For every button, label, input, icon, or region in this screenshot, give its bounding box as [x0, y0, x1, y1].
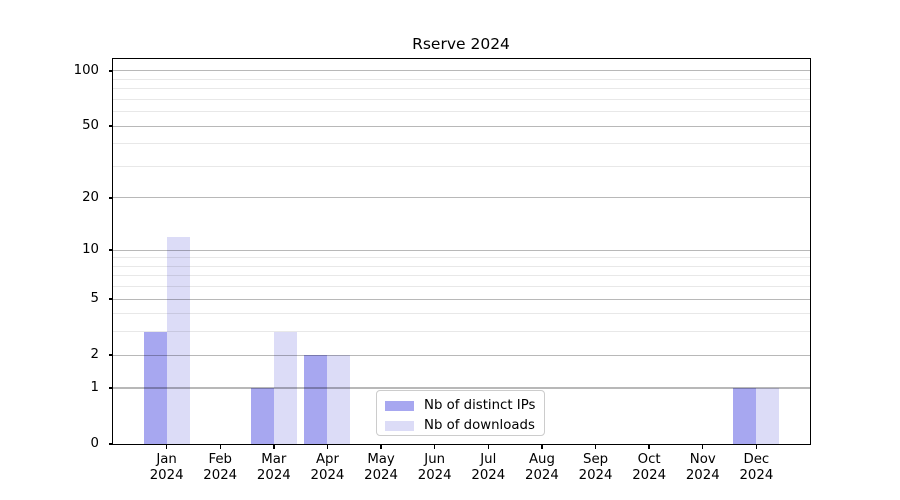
gridline-minor-90	[113, 78, 810, 80]
gridline-minor-6	[113, 286, 810, 288]
legend-item-downloads: Nb of downloads	[377, 416, 544, 436]
bar-nb-of-downloads-mar	[273, 331, 297, 444]
x-axis-label-nov: Nov 2024	[685, 452, 720, 483]
gridline-minor-40	[113, 143, 810, 145]
x-axis-tick-nov	[702, 444, 704, 449]
x-axis-label-jun: Jun 2024	[417, 452, 452, 483]
gridline-major-10	[113, 249, 810, 251]
legend-label-downloads: Nb of downloads	[424, 418, 535, 433]
x-axis-label-feb: Feb 2024	[203, 452, 238, 483]
gridline-minor-70	[113, 98, 810, 100]
bar-nb-of-distinct-ips-mar	[250, 387, 274, 444]
x-axis-tick-apr	[326, 444, 329, 449]
gridline-major-20	[113, 197, 810, 199]
bar-nb-of-distinct-ips-jan	[143, 331, 167, 444]
y-axis-tick-100	[108, 70, 113, 72]
gridline-minor-7	[113, 275, 810, 277]
x-axis-tick-oct	[648, 444, 650, 449]
gridline-minor-9	[113, 257, 810, 259]
legend: Nb of distinct IPs Nb of downloads	[376, 390, 545, 436]
x-axis-label-apr: Apr 2024	[310, 452, 345, 483]
chart-title: Rserve 2024	[412, 35, 510, 53]
gridline-minor-8	[113, 265, 810, 267]
bar-nb-of-downloads-dec	[756, 387, 780, 444]
x-axis-tick-jun	[433, 444, 436, 449]
y-axis-tick-50	[108, 125, 113, 127]
x-axis-label-jul: Jul 2024	[471, 452, 506, 483]
x-axis-tick-may	[380, 444, 382, 449]
legend-swatch-distinct-ips	[385, 401, 414, 411]
y-axis-tick-20	[108, 197, 113, 199]
bar-nb-of-downloads-apr	[327, 355, 351, 444]
legend-swatch-downloads	[385, 421, 414, 431]
gridline-major-50	[113, 125, 810, 127]
gridline-major-1	[113, 387, 810, 389]
y-axis-label-0: 0	[90, 436, 99, 451]
x-axis-label-dec: Dec 2024	[739, 452, 774, 483]
x-axis-label-jan: Jan 2024	[149, 452, 184, 483]
x-axis-tick-feb	[219, 444, 221, 449]
legend-label-distinct-ips: Nb of distinct IPs	[424, 398, 536, 413]
y-axis-label-2: 2	[90, 347, 99, 363]
y-axis-tick-5	[108, 298, 113, 300]
y-axis-label-10: 10	[82, 242, 99, 258]
gridline-major-100	[113, 70, 810, 72]
x-axis-label-sep: Sep 2024	[578, 452, 613, 483]
x-axis-tick-aug	[541, 444, 543, 449]
gridline-major-5	[113, 298, 810, 300]
gridline-minor-30	[113, 165, 810, 167]
x-axis-tick-mar	[273, 444, 275, 449]
gridline-minor-60	[113, 111, 810, 113]
x-axis-label-may: May 2024	[364, 452, 398, 483]
y-axis-label-1: 1	[90, 379, 99, 395]
y-axis-label-5: 5	[90, 291, 99, 307]
bar-nb-of-downloads-jan	[166, 236, 190, 444]
x-axis-label-aug: Aug 2024	[525, 452, 559, 483]
bar-nb-of-distinct-ips-apr	[304, 355, 328, 444]
x-axis-tick-sep	[594, 444, 597, 449]
y-axis-tick-10	[108, 249, 113, 251]
legend-item-distinct-ips: Nb of distinct IPs	[377, 396, 544, 416]
x-axis-label-mar: Mar 2024	[256, 452, 291, 483]
bar-nb-of-distinct-ips-dec	[733, 387, 757, 444]
gridline-major-2	[113, 354, 810, 356]
gridline-minor-4	[113, 313, 810, 315]
gridline-minor-3	[113, 331, 810, 333]
y-axis-tick-0	[108, 443, 113, 445]
y-axis-label-20: 20	[82, 189, 99, 205]
y-axis-tick-2	[108, 354, 113, 356]
y-axis-label-50: 50	[82, 118, 99, 134]
x-axis-tick-jul	[487, 444, 489, 449]
x-axis-tick-jan	[165, 444, 168, 449]
gridline-minor-80	[113, 88, 810, 90]
y-axis-label-100: 100	[73, 62, 99, 78]
x-axis-label-oct: Oct 2024	[632, 452, 667, 483]
y-axis-tick-1	[108, 387, 113, 389]
x-axis-tick-dec	[755, 444, 758, 449]
